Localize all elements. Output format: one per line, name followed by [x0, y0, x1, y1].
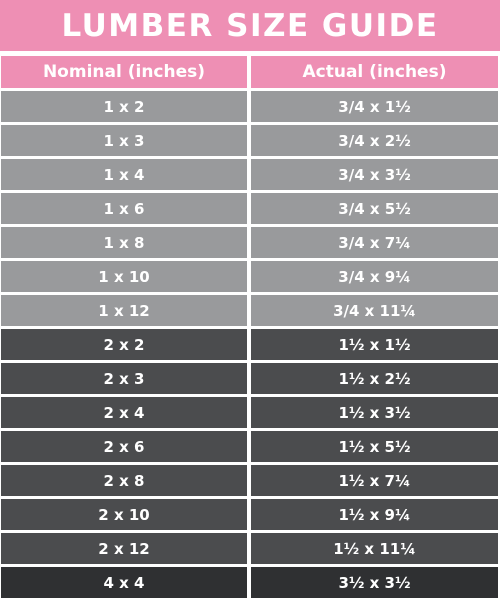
actual-size: 3/4 x 9¼: [251, 261, 498, 292]
nominal-size: 1 x 8: [1, 227, 247, 258]
actual-size: 1½ x 11¼: [251, 533, 498, 564]
actual-size: 1½ x 7¼: [251, 465, 498, 496]
table-row: 2 x 12 1½ x 11¼: [0, 533, 500, 564]
nominal-size: 1 x 10: [1, 261, 247, 292]
nominal-size: 1 x 3: [1, 125, 247, 156]
actual-size: 3½ x 3½: [251, 567, 498, 598]
actual-size: 3/4 x 3½: [251, 159, 498, 190]
nominal-size: 4 x 4: [1, 567, 247, 598]
nominal-size: 2 x 2: [1, 329, 247, 360]
nominal-size: 2 x 3: [1, 363, 247, 394]
table-row: 2 x 8 1½ x 7¼: [0, 465, 500, 496]
actual-size: 3/4 x 7¼: [251, 227, 498, 258]
actual-size: 3/4 x 2½: [251, 125, 498, 156]
nominal-size: 2 x 12: [1, 533, 247, 564]
table-row: 1 x 4 3/4 x 3½: [0, 159, 500, 190]
table-row: 1 x 12 3/4 x 11¼: [0, 295, 500, 326]
nominal-size: 1 x 4: [1, 159, 247, 190]
table-row: 2 x 3 1½ x 2½: [0, 363, 500, 394]
table-row: 1 x 8 3/4 x 7¼: [0, 227, 500, 258]
table-row: 4 x 4 3½ x 3½: [0, 567, 500, 598]
table-row: 1 x 3 3/4 x 2½: [0, 125, 500, 156]
actual-size: 1½ x 9¼: [251, 499, 498, 530]
title: LUMBER SIZE GUIDE: [0, 0, 500, 51]
nominal-size: 1 x 2: [1, 91, 247, 122]
nominal-size: 2 x 6: [1, 431, 247, 462]
table-row: 2 x 10 1½ x 9¼: [0, 499, 500, 530]
table: Nominal (inches) Actual (inches) 1 x 2 3/…: [0, 56, 500, 601]
table-row: 2 x 6 1½ x 5½: [0, 431, 500, 462]
nominal-size: 1 x 6: [1, 193, 247, 224]
column-header: Nominal (inches): [1, 56, 247, 88]
nominal-size: 2 x 8: [1, 465, 247, 496]
column-header: Actual (inches): [251, 56, 498, 88]
nominal-size: 1 x 12: [1, 295, 247, 326]
table-row: 2 x 2 1½ x 1½: [0, 329, 500, 360]
nominal-size: 2 x 10: [1, 499, 247, 530]
nominal-size: 2 x 4: [1, 397, 247, 428]
table-row: 2 x 4 1½ x 3½: [0, 397, 500, 428]
actual-size: 1½ x 3½: [251, 397, 498, 428]
table-row: 1 x 2 3/4 x 1½: [0, 91, 500, 122]
actual-size: 3/4 x 11¼: [251, 295, 498, 326]
actual-size: 1½ x 1½: [251, 329, 498, 360]
header-row: Nominal (inches) Actual (inches): [0, 56, 500, 88]
actual-size: 1½ x 5½: [251, 431, 498, 462]
table-row: 1 x 6 3/4 x 5½: [0, 193, 500, 224]
actual-size: 3/4 x 1½: [251, 91, 498, 122]
table-row: 1 x 10 3/4 x 9¼: [0, 261, 500, 292]
actual-size: 3/4 x 5½: [251, 193, 498, 224]
actual-size: 1½ x 2½: [251, 363, 498, 394]
